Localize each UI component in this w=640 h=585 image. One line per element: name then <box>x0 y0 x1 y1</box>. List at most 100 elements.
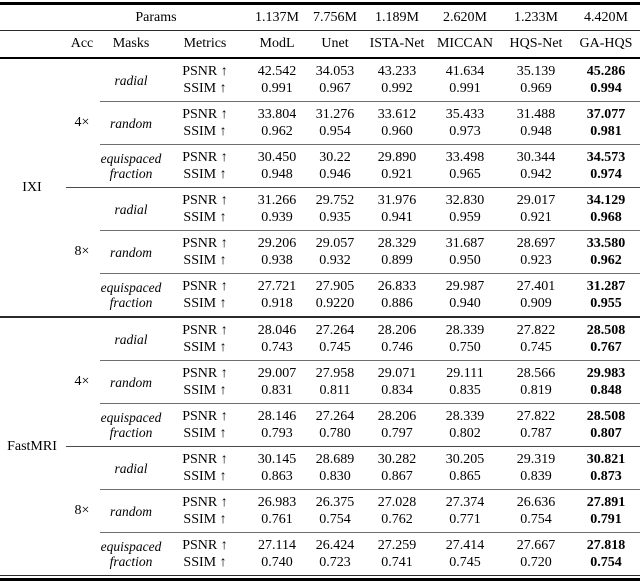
acc-group-8x: 8× radial PSNR ↑ 30.145 28.689 <box>64 447 640 575</box>
value: 0.959 <box>449 210 481 225</box>
value: 0.745 <box>449 555 481 570</box>
acc-header: Acc <box>70 36 94 51</box>
value: 0.948 <box>261 167 293 182</box>
value: 27.667 <box>516 538 556 553</box>
value-best: 30.821 <box>586 452 626 467</box>
value-best: 0.974 <box>590 167 622 182</box>
value: 0.762 <box>381 512 413 527</box>
value: 0.754 <box>520 512 552 527</box>
value: 32.830 <box>445 193 485 208</box>
mask-label: radial <box>100 192 162 226</box>
mask-separator-rule <box>100 489 640 490</box>
value: 28.339 <box>445 323 485 338</box>
mask-line: radial <box>114 201 148 217</box>
value: 29.057 <box>315 236 355 251</box>
metric-label: SSIM ↑ <box>183 469 227 484</box>
mask-label: equispaced fraction <box>100 408 162 442</box>
masks-header: Masks <box>112 36 150 51</box>
value: 27.721 <box>257 279 297 294</box>
value: 28.329 <box>377 236 417 251</box>
dataset-name: IXI <box>22 179 42 195</box>
value-best: 31.287 <box>586 279 626 294</box>
value: 31.687 <box>445 236 485 251</box>
mask-separator-rule <box>100 532 640 533</box>
mask-separator-rule <box>100 144 640 145</box>
ssim-row: SSIM ↑ 0.743 0.745 0.746 0.750 0.745 0.7… <box>162 339 640 356</box>
value: 33.498 <box>445 150 485 165</box>
value: 33.804 <box>257 107 297 122</box>
value-best: 29.983 <box>586 366 626 381</box>
metric-rows: PSNR ↑ 28.046 27.264 28.206 28.339 27.82… <box>162 322 640 356</box>
mask-line: fraction <box>109 554 153 569</box>
value: 29.071 <box>377 366 417 381</box>
mask-line: random <box>109 244 152 260</box>
value: 0.793 <box>261 426 293 441</box>
value: 0.811 <box>319 383 351 398</box>
value: 26.375 <box>315 495 355 510</box>
metric-label: SSIM ↑ <box>183 253 227 268</box>
acc-label: 8× <box>64 447 100 575</box>
value-best: 0.754 <box>590 555 622 570</box>
params-header-row: Params 1.137M 7.756M 1.189M 2.620M 1.233… <box>0 5 640 31</box>
param-count: 7.756M <box>313 9 357 25</box>
mask-label: radial <box>100 451 162 485</box>
value: 0.909 <box>520 296 552 311</box>
mask-block: equispaced fraction PSNR ↑ 27.721 27.905… <box>100 274 640 316</box>
mask-label: random <box>100 235 162 269</box>
value: 0.780 <box>319 426 351 441</box>
metric-rows: PSNR ↑ 28.146 27.264 28.206 28.339 27.82… <box>162 408 640 442</box>
mask-line: radial <box>114 331 148 347</box>
ssim-row: SSIM ↑ 0.831 0.811 0.834 0.835 0.819 0.8… <box>162 382 640 399</box>
acc-separator-rule <box>66 187 640 188</box>
value: 0.939 <box>261 210 293 225</box>
top-rule <box>0 2 640 5</box>
value: 0.720 <box>520 555 552 570</box>
value: 28.146 <box>257 409 297 424</box>
mask-block: radial PSNR ↑ 42.542 34.053 43.233 41.63… <box>100 59 640 101</box>
param-count: 4.420M <box>584 9 628 25</box>
value: 29.111 <box>446 366 484 381</box>
method-header: HQS-Net <box>509 36 563 51</box>
metric-rows: PSNR ↑ 33.804 31.276 33.612 35.433 31.48… <box>162 106 640 140</box>
value-best: 45.286 <box>586 64 626 79</box>
method-header: Unet <box>321 36 349 51</box>
mask-block: equispaced fraction PSNR ↑ 28.146 27.264… <box>100 404 640 446</box>
value: 0.830 <box>319 469 351 484</box>
ssim-row: SSIM ↑ 0.991 0.967 0.992 0.991 0.969 0.9… <box>162 80 640 97</box>
value: 0.938 <box>261 253 293 268</box>
metric-label: SSIM ↑ <box>183 512 227 527</box>
mask-block: radial PSNR ↑ 30.145 28.689 30.282 30.20… <box>100 447 640 489</box>
mask-label: equispaced fraction <box>100 537 162 571</box>
value-best: 34.573 <box>586 150 626 165</box>
psnr-row: PSNR ↑ 31.266 29.752 31.976 32.830 29.01… <box>162 192 640 209</box>
value: 31.276 <box>315 107 355 122</box>
value: 27.028 <box>377 495 417 510</box>
mask-block: radial PSNR ↑ 31.266 29.752 31.976 32.83… <box>100 188 640 230</box>
value: 31.976 <box>377 193 417 208</box>
value: 29.319 <box>516 452 556 467</box>
mask-line: random <box>109 374 152 390</box>
value: 0.740 <box>261 555 293 570</box>
value: 0.969 <box>520 81 552 96</box>
value: 0.723 <box>319 555 351 570</box>
value-best: 34.129 <box>586 193 626 208</box>
value: 28.046 <box>257 323 297 338</box>
group-content: radial PSNR ↑ 28.046 27.264 28.206 28.33… <box>100 318 640 446</box>
metric-label: PSNR ↑ <box>182 279 228 294</box>
value: 26.833 <box>377 279 417 294</box>
value: 29.752 <box>315 193 355 208</box>
psnr-row: PSNR ↑ 27.114 26.424 27.259 27.414 27.66… <box>162 537 640 554</box>
mask-line: radial <box>114 460 148 476</box>
ssim-row: SSIM ↑ 0.939 0.935 0.941 0.959 0.921 0.9… <box>162 209 640 226</box>
metric-label: SSIM ↑ <box>183 81 227 96</box>
value: 26.424 <box>315 538 355 553</box>
param-count: 1.137M <box>255 9 299 25</box>
value: 26.983 <box>257 495 297 510</box>
value: 0.867 <box>381 469 413 484</box>
value: 0.743 <box>261 340 293 355</box>
mask-line: equispaced <box>100 539 162 554</box>
value: 0.819 <box>520 383 552 398</box>
value-best: 27.891 <box>586 495 626 510</box>
mask-label: random <box>100 365 162 399</box>
value-best: 0.791 <box>590 512 622 527</box>
